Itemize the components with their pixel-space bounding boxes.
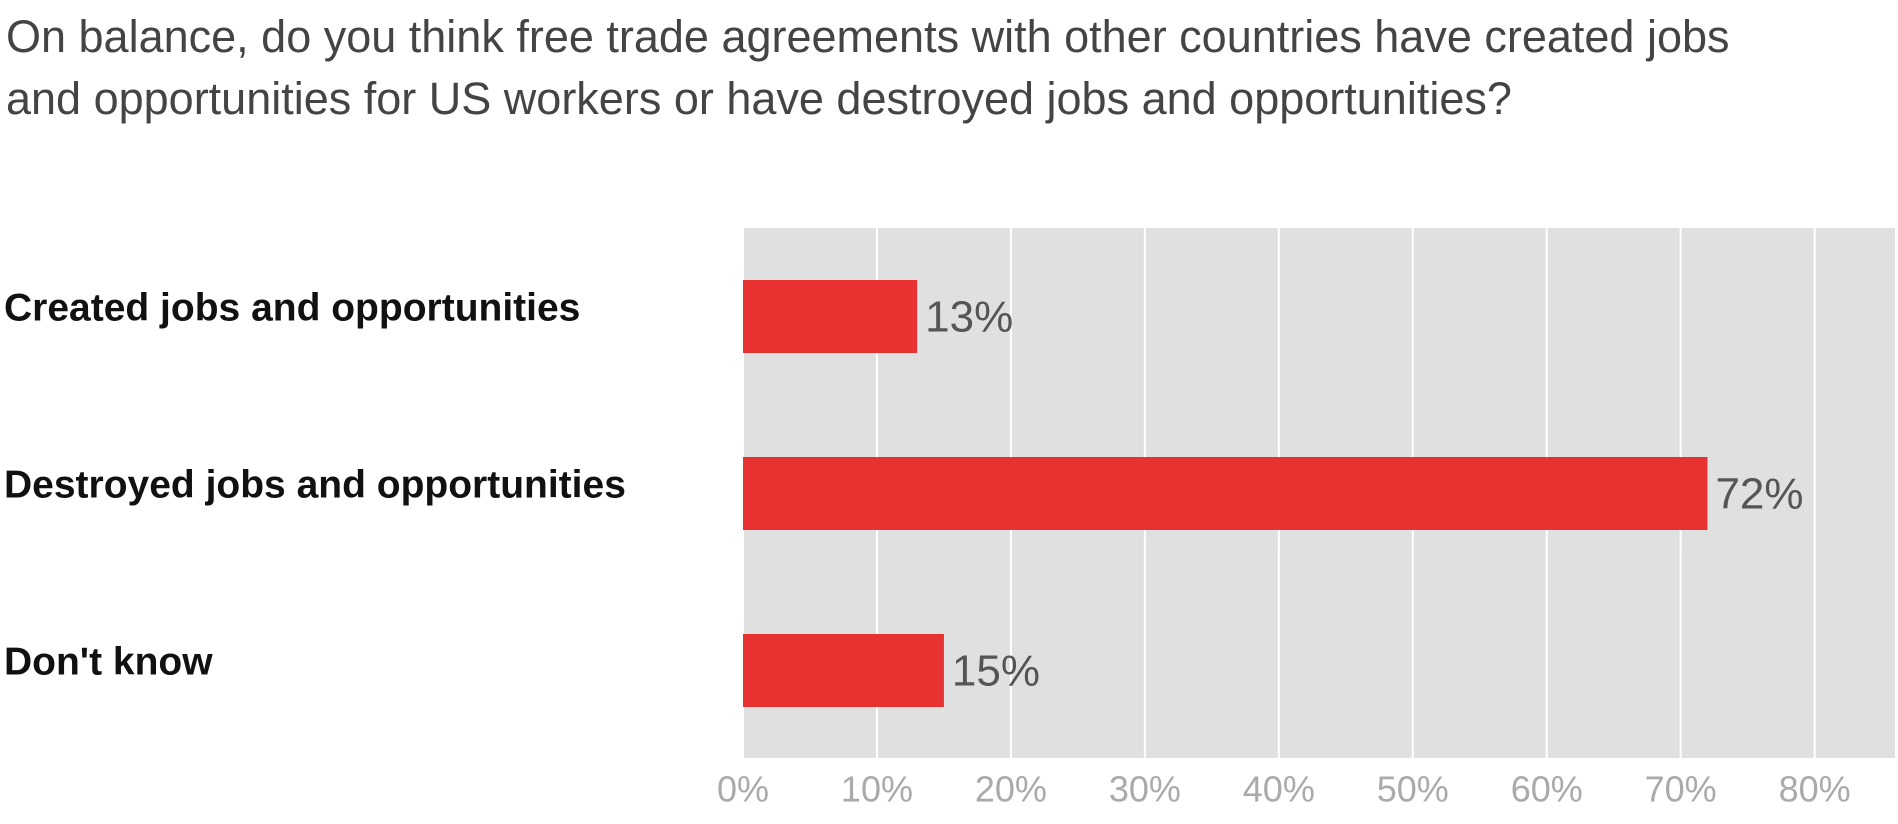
category-label: Destroyed jobs and opportunities [4,463,626,506]
x-tick-label: 0% [717,769,769,810]
x-tick-label: 40% [1243,769,1315,810]
x-tick-label: 60% [1511,769,1583,810]
chart-title: On balance, do you think free trade agre… [6,11,1730,124]
value-label: 13% [925,293,1013,342]
bar [743,280,918,353]
bar [743,634,944,707]
category-label: Created jobs and opportunities [4,286,580,329]
x-tick-label: 10% [841,769,913,810]
x-tick-label: 80% [1779,769,1851,810]
value-label: 72% [1715,470,1803,519]
x-tick-label: 70% [1645,769,1717,810]
value-label: 15% [952,647,1040,696]
x-tick-label: 20% [975,769,1047,810]
category-label: Don't know [4,640,213,683]
bar [743,457,1708,530]
x-tick-label: 50% [1377,769,1449,810]
x-tick-label: 30% [1109,769,1181,810]
